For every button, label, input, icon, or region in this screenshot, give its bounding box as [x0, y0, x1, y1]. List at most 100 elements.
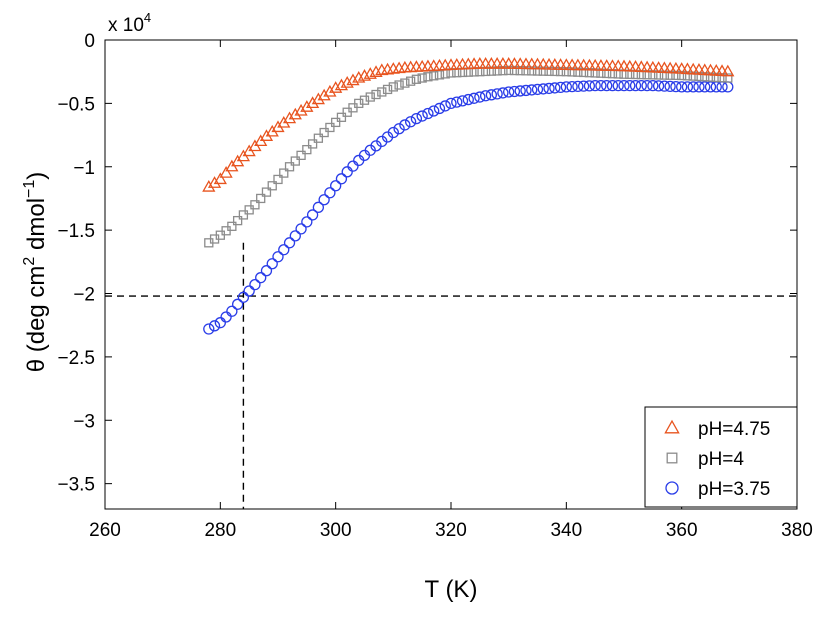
data-point	[300, 100, 314, 112]
data-point	[417, 73, 427, 83]
data-point	[566, 80, 578, 93]
data-point	[411, 74, 422, 84]
y-tick-label: −2	[73, 285, 95, 306]
data-point	[340, 76, 354, 88]
data-point	[267, 181, 277, 191]
x-tick-label: 300	[320, 520, 352, 541]
y-tick-label: −3	[73, 411, 95, 432]
x-tick-label: 320	[435, 520, 467, 541]
data-point	[393, 123, 405, 135]
data-point	[336, 112, 347, 122]
data-point	[560, 81, 572, 93]
data-point	[544, 66, 554, 76]
data-point	[665, 70, 675, 80]
data-point	[543, 82, 555, 95]
data-point	[404, 116, 417, 128]
data-point	[377, 87, 387, 97]
data-point	[659, 70, 670, 80]
data-point	[550, 66, 560, 77]
data-point	[497, 87, 509, 99]
series-square	[204, 65, 733, 248]
data-point	[687, 81, 699, 93]
data-point	[302, 144, 312, 155]
data-point	[243, 285, 255, 297]
data-point	[612, 79, 624, 92]
y-tick-label: −1	[73, 158, 95, 179]
data-point	[509, 65, 520, 76]
data-point	[249, 278, 261, 291]
data-point	[226, 305, 238, 317]
data-point	[629, 79, 642, 92]
data-point	[682, 71, 693, 81]
data-point	[295, 223, 307, 235]
data-point	[578, 67, 589, 78]
data-point	[416, 110, 428, 122]
data-point	[653, 70, 664, 80]
y-tick-label: −1.5	[57, 221, 95, 242]
data-point	[324, 187, 336, 199]
data-point	[214, 317, 226, 329]
x-axis: 260 280 300 320 340 360 380	[89, 40, 813, 541]
data-point	[301, 216, 313, 228]
data-point	[422, 107, 434, 120]
x-tick-label: 360	[666, 520, 698, 541]
data-point	[346, 73, 360, 86]
legend-label: pH=4.75	[698, 419, 770, 440]
x-tick-label: 340	[550, 520, 582, 541]
data-point	[693, 81, 705, 93]
data-point	[641, 79, 653, 92]
data-point	[231, 298, 244, 310]
data-point	[429, 71, 439, 81]
series-layer	[202, 57, 735, 335]
data-point	[456, 95, 469, 107]
data-point	[624, 79, 636, 92]
data-point	[330, 180, 342, 192]
data-point	[341, 166, 353, 178]
data-point	[549, 82, 561, 94]
data-point	[521, 66, 531, 76]
legend-marker	[664, 419, 680, 434]
data-point	[289, 230, 301, 242]
data-point	[400, 78, 410, 88]
data-point	[232, 215, 243, 226]
data-point	[462, 93, 474, 106]
data-point	[244, 205, 254, 215]
data-point	[260, 265, 273, 277]
data-point	[520, 84, 532, 97]
legend: pH=4.75 pH=4 pH=3.75	[644, 406, 798, 508]
data-point	[410, 112, 423, 125]
data-point	[694, 71, 704, 82]
legend-label: pH=3.75	[698, 479, 770, 500]
data-point	[589, 79, 601, 92]
data-point	[313, 133, 324, 143]
data-point	[527, 66, 537, 76]
data-point	[306, 209, 319, 221]
data-point	[382, 84, 393, 95]
data-point	[250, 200, 260, 210]
data-point	[514, 85, 526, 97]
data-point	[388, 82, 398, 92]
data-point	[670, 80, 682, 93]
x-tick-label: 380	[781, 520, 813, 541]
data-point	[710, 81, 722, 93]
data-point	[294, 103, 308, 116]
data-point	[433, 102, 446, 115]
data-point	[445, 97, 457, 110]
legend-marker	[665, 481, 679, 495]
data-point	[317, 88, 331, 101]
y-exponent-label: x 104	[108, 10, 151, 36]
data-point	[699, 81, 711, 93]
data-point	[202, 179, 216, 192]
data-point	[307, 139, 318, 149]
data-point	[567, 67, 577, 77]
data-point	[532, 66, 543, 76]
data-point	[219, 166, 233, 178]
data-point	[526, 84, 538, 96]
data-point	[238, 210, 249, 220]
data-point	[399, 119, 411, 131]
data-point	[723, 73, 733, 83]
data-point	[508, 85, 521, 98]
data-point	[538, 66, 548, 76]
data-point	[590, 68, 600, 78]
